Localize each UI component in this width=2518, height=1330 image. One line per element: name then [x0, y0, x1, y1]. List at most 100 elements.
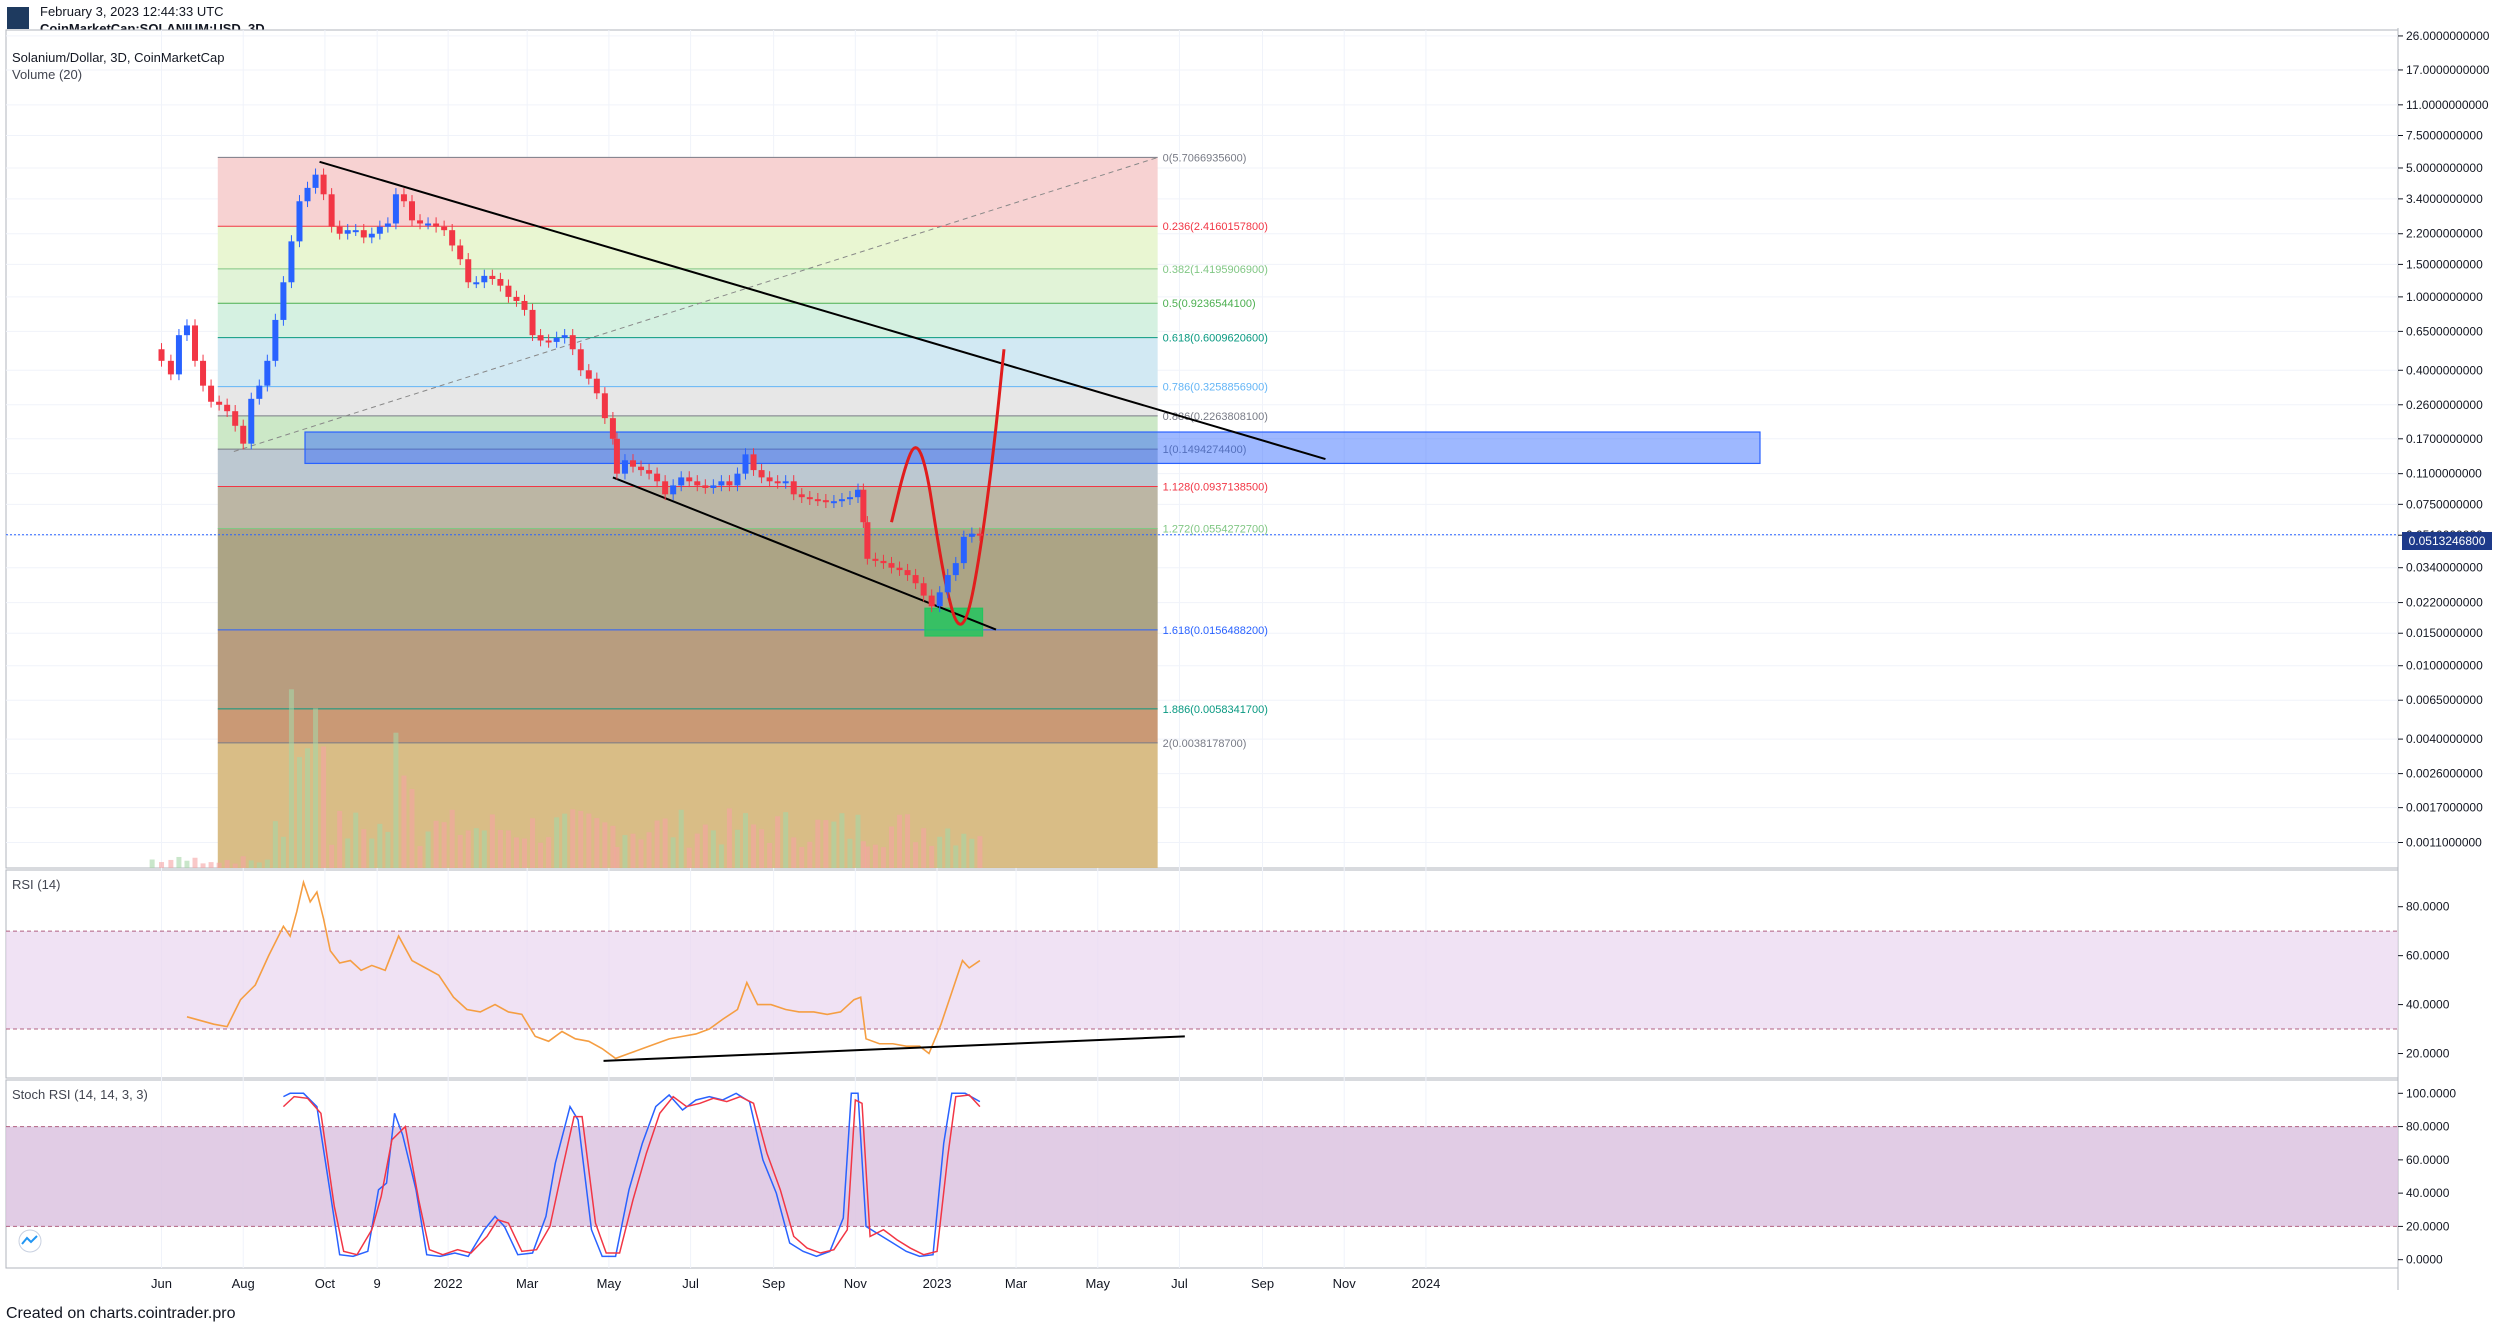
fib-zone	[217, 629, 1158, 709]
candle	[686, 477, 693, 482]
fib-level-label: 0.786(0.3258856900)	[1163, 382, 1268, 394]
volume-bar	[578, 810, 584, 868]
volume-bar	[710, 830, 716, 868]
x-tick-label: May	[1085, 1276, 1110, 1291]
x-tick-label: Nov	[1333, 1276, 1357, 1291]
volume-bar	[718, 844, 724, 868]
x-tick-label: 2022	[434, 1276, 463, 1291]
volume-bar	[441, 822, 447, 868]
y-tick-label: 17.0000000000	[2406, 63, 2490, 77]
volume-bar	[562, 813, 568, 868]
tv-watermark-glyph	[21, 1235, 38, 1245]
candle	[960, 536, 967, 564]
stoch-band	[6, 1126, 2398, 1227]
volume-bar	[361, 829, 367, 868]
y-tick-label: 5.0000000000	[2406, 161, 2483, 175]
rsi-tick-label: 60.0000	[2406, 949, 2450, 963]
stoch-d-line	[282, 1094, 981, 1256]
y-tick-label: 0.0220000000	[2406, 596, 2483, 610]
volume-bar	[329, 844, 335, 868]
y-tick-label: 0.0011000000	[2406, 835, 2482, 849]
candle	[601, 393, 608, 419]
volume-bar	[823, 820, 829, 868]
candle	[408, 201, 415, 221]
y-tick-label: 0.2600000000	[2406, 398, 2483, 412]
candle	[766, 477, 773, 482]
current-price-badge: 0.0513246800	[2402, 532, 2492, 550]
candle	[678, 477, 685, 486]
volume-bar	[425, 831, 431, 868]
candle	[621, 460, 628, 474]
stoch-tick-label: 80.0000	[2406, 1120, 2450, 1134]
candle	[920, 583, 927, 596]
volume-bar	[149, 859, 155, 868]
main-pane-title: Solanium/Dollar, 3D, CoinMarketCap	[12, 50, 225, 65]
rsi-line	[186, 879, 981, 1060]
volume-bar	[377, 823, 383, 868]
x-tick-label: 9	[374, 1276, 381, 1291]
candle	[798, 494, 805, 498]
volume-bar	[216, 862, 222, 868]
fib-zone	[217, 303, 1158, 338]
candle	[702, 485, 709, 488]
volume-bar	[937, 836, 943, 868]
volume-bar	[513, 837, 519, 868]
volume-bar	[702, 824, 708, 868]
candle	[822, 500, 829, 503]
volume-bar	[622, 835, 628, 868]
candle	[481, 275, 488, 283]
candle	[441, 226, 448, 231]
volume-bar	[872, 844, 878, 868]
candle	[465, 259, 472, 283]
candle	[167, 360, 174, 375]
x-tick-label: Mar	[1005, 1276, 1028, 1291]
candle	[384, 223, 391, 227]
stoch-tick-label: 100.0000	[2406, 1086, 2456, 1100]
candle	[425, 223, 432, 226]
x-tick-label: Mar	[516, 1276, 539, 1291]
fib-level-label: 2(0.0038178700)	[1163, 738, 1247, 750]
rsi-trendline	[603, 1035, 1185, 1062]
candle	[561, 335, 568, 338]
volume-bar	[433, 820, 439, 868]
x-tick-label: 2023	[923, 1276, 952, 1291]
candle	[175, 335, 182, 375]
volume-bar	[888, 826, 894, 868]
volume-bar	[272, 821, 278, 868]
volume-bar	[184, 860, 190, 868]
y-tick-label: 0.1700000000	[2406, 432, 2483, 446]
volume-bar	[417, 846, 423, 868]
volume-bar	[977, 836, 983, 868]
candle	[790, 481, 797, 495]
candle	[569, 335, 576, 350]
candle	[537, 335, 544, 341]
y-tick-label: 0.0150000000	[2406, 626, 2483, 640]
y-tick-label: 1.5000000000	[2406, 257, 2483, 271]
candle	[710, 485, 717, 488]
fib-level-label: 1.886(0.0058341700)	[1163, 704, 1268, 716]
volume-bar	[913, 842, 919, 868]
volume-bar	[686, 847, 692, 868]
candle	[888, 563, 895, 568]
volume-bar	[839, 813, 845, 868]
x-tick-label: 2024	[1411, 1276, 1440, 1291]
fib-level-label: 1.272(0.0554272700)	[1163, 524, 1268, 536]
candle	[433, 223, 440, 227]
volume-bar	[457, 835, 463, 868]
cointrader-logo-icon	[7, 7, 29, 29]
volume-bar	[614, 847, 620, 868]
candle	[742, 454, 749, 474]
volume-bar	[409, 788, 415, 868]
candle	[880, 560, 887, 564]
y-tick-label: 0.0340000000	[2406, 561, 2483, 575]
fib-level-label: 0.382(1.4195906900)	[1163, 264, 1268, 276]
y-tick-label: 0.0750000000	[2406, 497, 2483, 511]
candle	[629, 460, 636, 467]
volume-bar	[554, 817, 560, 868]
candle	[553, 337, 560, 342]
rsi-tick-label: 40.0000	[2406, 998, 2450, 1012]
projection-curve	[890, 349, 1006, 626]
candle	[846, 497, 853, 500]
x-tick-label: Oct	[315, 1276, 336, 1291]
